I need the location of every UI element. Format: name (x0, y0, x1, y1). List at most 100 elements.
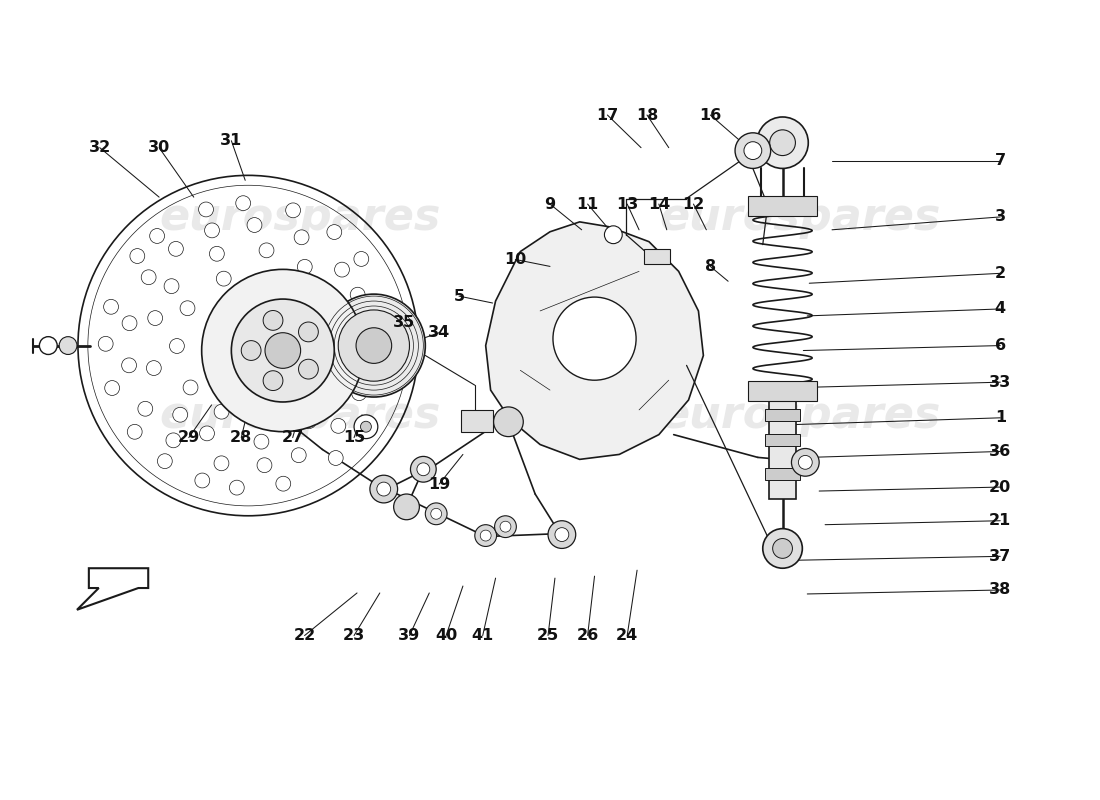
Circle shape (772, 538, 792, 558)
Circle shape (370, 475, 397, 503)
Text: 30: 30 (148, 140, 170, 155)
Circle shape (377, 378, 393, 393)
Circle shape (104, 381, 120, 395)
Circle shape (362, 338, 376, 352)
Text: 39: 39 (398, 628, 420, 643)
Circle shape (231, 299, 334, 402)
Circle shape (195, 473, 210, 488)
Circle shape (98, 336, 113, 351)
Circle shape (338, 335, 352, 350)
Circle shape (173, 407, 188, 422)
Circle shape (235, 196, 251, 210)
Circle shape (394, 494, 419, 520)
Circle shape (265, 333, 300, 368)
Circle shape (553, 297, 636, 380)
Text: 32: 32 (89, 140, 111, 155)
Circle shape (103, 299, 119, 314)
Circle shape (199, 202, 213, 217)
Circle shape (214, 456, 229, 470)
Circle shape (554, 528, 569, 542)
Text: 31: 31 (220, 134, 242, 148)
Text: 7: 7 (994, 153, 1005, 168)
Circle shape (383, 339, 398, 354)
Circle shape (209, 246, 224, 262)
Circle shape (157, 454, 173, 469)
Circle shape (431, 508, 441, 519)
FancyBboxPatch shape (644, 249, 670, 265)
Circle shape (298, 359, 318, 379)
Text: 15: 15 (343, 430, 365, 445)
Text: 24: 24 (616, 628, 638, 643)
Circle shape (356, 328, 392, 363)
Circle shape (354, 251, 368, 266)
FancyBboxPatch shape (748, 196, 817, 216)
Circle shape (744, 142, 762, 159)
Circle shape (168, 242, 184, 256)
Circle shape (292, 448, 306, 462)
Circle shape (263, 310, 283, 330)
Circle shape (261, 406, 275, 422)
Circle shape (338, 310, 409, 381)
Circle shape (495, 516, 516, 538)
Circle shape (604, 226, 623, 244)
Text: 21: 21 (989, 514, 1011, 528)
Circle shape (410, 457, 437, 482)
Circle shape (205, 223, 219, 238)
Circle shape (164, 278, 179, 294)
Circle shape (166, 433, 180, 448)
Circle shape (122, 316, 138, 330)
Circle shape (352, 386, 366, 401)
Circle shape (180, 301, 195, 316)
Text: 25: 25 (537, 628, 559, 643)
Circle shape (214, 404, 229, 419)
Text: 6: 6 (994, 338, 1005, 353)
Circle shape (257, 458, 272, 473)
Circle shape (201, 270, 364, 432)
Circle shape (128, 424, 142, 439)
Text: 33: 33 (989, 374, 1011, 390)
Text: 38: 38 (989, 582, 1011, 598)
Circle shape (361, 422, 372, 432)
Circle shape (130, 249, 145, 263)
FancyBboxPatch shape (461, 410, 493, 432)
Circle shape (260, 243, 274, 258)
FancyBboxPatch shape (769, 400, 796, 499)
Circle shape (770, 130, 795, 155)
Circle shape (276, 476, 290, 491)
Circle shape (298, 322, 318, 342)
Circle shape (481, 530, 491, 541)
Circle shape (334, 262, 350, 277)
Text: 37: 37 (989, 549, 1011, 564)
Text: 40: 40 (434, 628, 458, 643)
Text: 34: 34 (428, 326, 450, 340)
Text: 17: 17 (596, 107, 618, 122)
Circle shape (792, 449, 820, 476)
Text: eurospares: eurospares (158, 197, 440, 239)
Circle shape (297, 294, 311, 309)
Circle shape (301, 414, 317, 429)
Circle shape (59, 337, 77, 354)
Text: 29: 29 (178, 430, 200, 445)
Circle shape (241, 341, 261, 361)
Circle shape (327, 225, 342, 239)
FancyBboxPatch shape (764, 468, 801, 480)
Circle shape (122, 358, 136, 373)
Circle shape (286, 203, 300, 218)
Circle shape (217, 271, 231, 286)
Text: 11: 11 (576, 197, 598, 211)
Circle shape (417, 463, 430, 476)
Circle shape (169, 338, 185, 354)
Circle shape (377, 482, 390, 496)
FancyBboxPatch shape (748, 381, 817, 401)
Text: 22: 22 (294, 628, 316, 643)
Circle shape (324, 289, 339, 304)
Text: 35: 35 (393, 315, 415, 330)
Text: 2: 2 (994, 266, 1005, 281)
Circle shape (298, 380, 314, 395)
Text: 3: 3 (994, 210, 1005, 225)
Circle shape (799, 455, 812, 470)
Circle shape (263, 270, 278, 286)
Circle shape (377, 298, 392, 312)
FancyBboxPatch shape (764, 434, 801, 446)
Circle shape (757, 117, 808, 169)
